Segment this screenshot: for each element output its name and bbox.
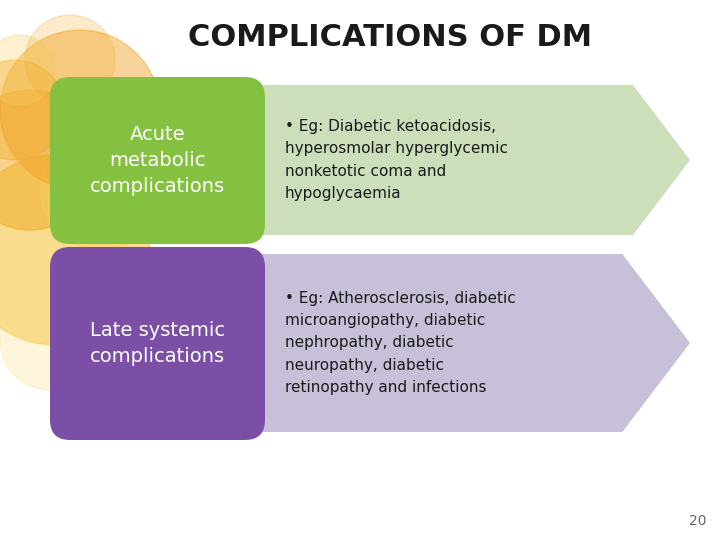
Circle shape <box>0 90 100 230</box>
Text: 20: 20 <box>688 514 706 528</box>
Text: Late systemic
complications: Late systemic complications <box>90 321 225 366</box>
Text: • Eg: Diabetic ketoacidosis,
hyperosmolar hyperglycemic
nonketotic coma and
hypo: • Eg: Diabetic ketoacidosis, hyperosmola… <box>285 119 508 201</box>
Text: • Eg: Atherosclerosis, diabetic
microangiopathy, diabetic
nephropathy, diabetic
: • Eg: Atherosclerosis, diabetic microang… <box>285 291 516 395</box>
Circle shape <box>85 95 195 205</box>
Circle shape <box>0 35 55 105</box>
Circle shape <box>0 290 100 390</box>
Text: COMPLICATIONS OF DM: COMPLICATIONS OF DM <box>188 23 592 51</box>
Circle shape <box>25 15 115 105</box>
Circle shape <box>40 130 160 250</box>
Circle shape <box>0 155 150 345</box>
Circle shape <box>0 30 160 190</box>
Text: Acute
metabolic
complications: Acute metabolic complications <box>90 125 225 197</box>
FancyBboxPatch shape <box>50 77 265 244</box>
Circle shape <box>0 60 65 160</box>
Polygon shape <box>80 254 690 432</box>
FancyBboxPatch shape <box>50 247 265 440</box>
Polygon shape <box>80 85 690 235</box>
